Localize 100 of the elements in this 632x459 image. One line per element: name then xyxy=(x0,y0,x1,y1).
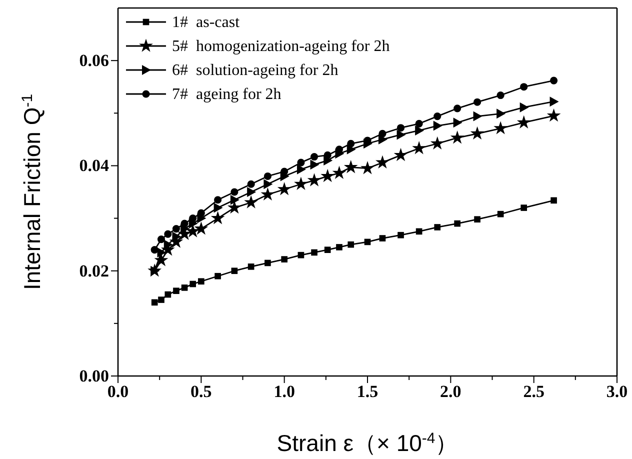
point xyxy=(520,83,528,91)
point xyxy=(280,168,288,176)
legend-label: 5# homogenization-ageing for 2h xyxy=(172,38,390,55)
point xyxy=(277,182,292,196)
point xyxy=(396,124,405,132)
point xyxy=(189,214,197,222)
point xyxy=(298,252,304,258)
legend-label: 1# as-cast xyxy=(172,14,240,31)
point xyxy=(433,120,442,131)
y-tick-label: 0.06 xyxy=(79,51,109,70)
point xyxy=(473,111,482,122)
point xyxy=(496,108,506,119)
point xyxy=(186,224,200,238)
point xyxy=(376,155,390,168)
point xyxy=(194,221,208,235)
point xyxy=(453,118,462,128)
x-tick-label: 1.5 xyxy=(356,382,378,402)
point xyxy=(450,130,464,144)
point xyxy=(281,256,288,262)
legend-label: 6# solution-ageing for 2h xyxy=(172,62,338,79)
point xyxy=(260,187,275,201)
point xyxy=(348,241,354,248)
point xyxy=(158,296,164,303)
point xyxy=(434,112,442,120)
point xyxy=(197,209,205,217)
point xyxy=(230,188,238,196)
point xyxy=(151,299,158,306)
point xyxy=(150,246,158,254)
point xyxy=(394,148,408,162)
point xyxy=(264,179,273,190)
point xyxy=(324,246,331,253)
point xyxy=(520,204,528,211)
point xyxy=(550,96,559,107)
point xyxy=(294,176,308,190)
point xyxy=(454,104,462,112)
point xyxy=(231,268,238,274)
x-tick-label: 1.0 xyxy=(274,382,295,402)
point xyxy=(214,272,221,280)
point xyxy=(173,288,180,294)
point xyxy=(347,140,355,148)
point xyxy=(164,291,172,298)
point xyxy=(320,168,335,182)
point xyxy=(546,108,561,122)
point xyxy=(248,263,254,270)
point xyxy=(473,98,482,106)
point xyxy=(412,141,426,154)
point xyxy=(247,180,255,188)
point xyxy=(434,224,441,230)
point xyxy=(516,115,531,129)
point xyxy=(520,102,529,112)
y-tick-label: 0.00 xyxy=(79,366,109,386)
point xyxy=(332,166,346,179)
point xyxy=(430,136,444,150)
point xyxy=(396,130,406,140)
point xyxy=(415,125,424,136)
point xyxy=(180,220,188,228)
legend-label: 7# ageing for 2h xyxy=(172,86,282,103)
point xyxy=(310,160,320,170)
point xyxy=(360,161,374,174)
x-tick-label: 2.0 xyxy=(440,382,462,402)
point xyxy=(307,173,322,186)
x-axis-title: Strain ε（× 10$^{-4}$） xyxy=(276,430,458,456)
point xyxy=(344,160,358,174)
point xyxy=(324,151,332,159)
point xyxy=(164,230,172,238)
point xyxy=(379,235,386,242)
x-tick-label: 3.0 xyxy=(606,382,628,402)
point xyxy=(378,130,386,138)
point xyxy=(264,172,272,180)
point xyxy=(157,236,166,244)
point xyxy=(474,216,480,222)
point xyxy=(230,194,240,205)
x-tick-label: 0.5 xyxy=(190,382,212,402)
point xyxy=(336,244,342,250)
x-tick-label: 2.5 xyxy=(523,382,544,402)
point xyxy=(398,232,404,238)
point xyxy=(297,158,305,166)
point xyxy=(172,232,182,242)
point xyxy=(550,197,557,204)
point xyxy=(497,210,504,218)
point xyxy=(227,200,242,214)
x-tick-label: 0.0 xyxy=(107,382,129,402)
point xyxy=(210,210,225,224)
point xyxy=(311,249,318,256)
point xyxy=(214,202,223,213)
point xyxy=(364,238,371,246)
point xyxy=(247,187,256,197)
point xyxy=(190,280,196,288)
point xyxy=(494,121,508,134)
point xyxy=(264,260,271,266)
point xyxy=(244,195,258,208)
point xyxy=(214,196,222,204)
point xyxy=(416,228,422,235)
point xyxy=(470,126,484,140)
y-tick-label: 0.04 xyxy=(79,156,110,176)
y-tick-label: 0.02 xyxy=(79,261,109,280)
point xyxy=(415,120,423,128)
point xyxy=(181,284,188,291)
point xyxy=(310,153,318,161)
point xyxy=(496,91,504,100)
